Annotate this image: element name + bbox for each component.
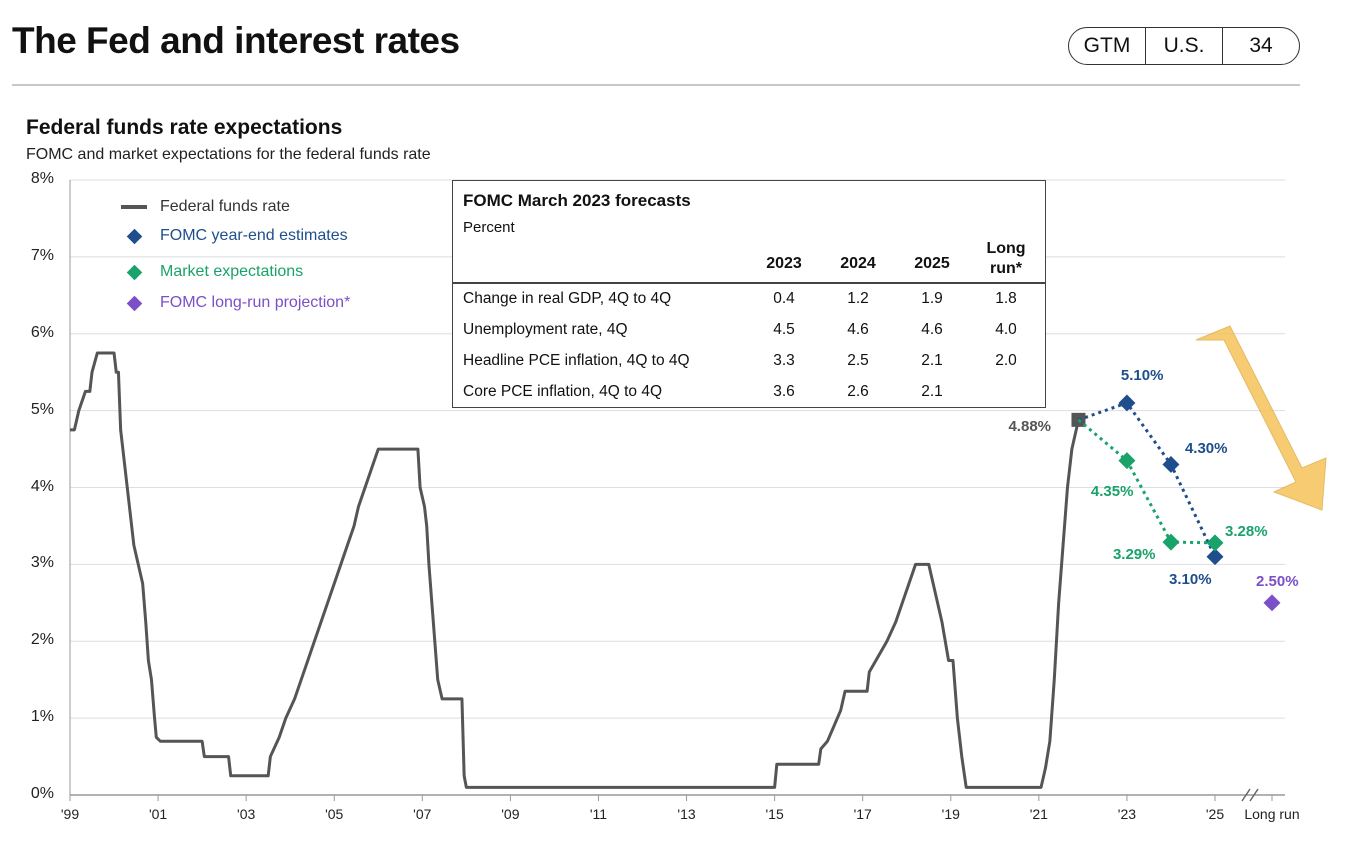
forecast-col-header: 2025 [914,255,950,272]
x-tick-label: '99 [60,806,80,822]
fomc-longrun-label: 2.50% [1256,572,1299,590]
x-tick-label: '13 [677,806,696,822]
y-tick-label: 6% [30,323,54,341]
forecast-col-header: Long run* [986,240,1026,277]
header-divider [12,84,1300,86]
y-tick-label: 1% [30,708,54,726]
forecast-table-rule [453,282,1045,284]
forecast-cell: 2.1 [921,352,943,369]
legend-label: FOMC year-end estimates [160,227,348,244]
chart-title: Federal funds rate expectations [26,116,343,139]
forecast-cell: 2.0 [995,352,1017,369]
y-tick-label: 3% [30,554,54,572]
forecast-col-header: 2024 [840,255,876,272]
fomc-projection-dotted-line [1077,401,1217,558]
legend-diamond-symbol [114,295,154,311]
forecast-cell: 4.6 [921,321,943,338]
axis-break-mark [1249,788,1259,802]
x-tick-label: '23 [1117,806,1137,822]
fomc-estimate-label: 3.10% [1169,570,1212,588]
badge-gtm: GTM [1083,34,1131,57]
forecast-cell: 3.3 [773,352,795,369]
x-tick-label: Long run [1244,806,1300,822]
forecast-col-header: 2023 [766,255,802,272]
legend-label: FOMC long-run projection* [160,294,351,311]
axis-break-mark [1241,788,1251,802]
forecast-cell: 4.6 [847,321,869,338]
forecast-table-unit: Percent [463,219,515,236]
forecast-cell: 3.6 [773,383,795,400]
x-tick-label: '03 [237,806,256,822]
y-tick-label: 8% [30,170,54,187]
x-tick-label: '25 [1205,806,1225,822]
forecast-cell: 1.8 [995,290,1017,307]
market-expectation-label: 3.28% [1225,522,1268,540]
badge-page-number: 34 [1222,28,1299,64]
market-expectation-diamond [1162,533,1180,551]
forecast-cell: 1.9 [921,290,943,307]
x-tick-label: '15 [765,806,784,822]
legend-item-longrun: FOMC long-run projection* [114,294,350,312]
legend-diamond-symbol [114,228,154,244]
legend-item-market-expectations: Market expectations [114,263,303,281]
y-tick-label: 2% [30,631,54,649]
forecast-table-title: FOMC March 2023 forecasts [463,191,691,210]
x-tick-label: '19 [941,806,960,822]
fomc-estimate-diamond [1206,548,1224,566]
legend-label: Market expectations [160,263,304,280]
y-tick-label: 7% [30,246,54,264]
x-tick-label: '09 [501,806,520,822]
forecast-row-label: Headline PCE inflation, 4Q to 4Q [463,352,690,369]
fomc-longrun-diamond [1263,594,1281,612]
market-projection-dotted-line [1077,418,1216,545]
fomc-estimate-diamond [1118,394,1136,412]
downward-arrow-icon [1195,325,1327,511]
x-tick-label: '07 [413,806,432,822]
legend-item-fed-funds: Federal funds rate [114,198,290,216]
page-badge: GTM U.S. 34 [1068,27,1300,65]
forecast-cell: 2.1 [921,383,943,400]
fomc-estimate-label: 4.30% [1184,440,1228,458]
fomc-estimate-diamond [1162,455,1180,473]
y-tick-label: 4% [30,477,54,495]
x-tick-label: '05 [325,806,344,822]
legend-item-fomc-estimates: FOMC year-end estimates [114,227,348,245]
forecast-cell: 4.0 [995,321,1017,338]
legend-label: Federal funds rate [160,198,290,215]
y-tick-label: 0% [30,785,54,802]
page-title: The Fed and interest rates [12,20,460,61]
market-expectation-diamond [1206,534,1224,552]
legend-line-symbol [114,205,154,209]
x-tick-label: '01 [148,806,168,822]
forecast-cell: 4.5 [773,321,795,338]
x-tick-label: '17 [853,806,872,822]
market-expectation-diamond [1118,452,1136,470]
forecast-table: FOMC March 2023 forecasts Percent 2023 2… [452,180,1046,408]
y-tick-label: 5% [30,400,54,418]
market-expectation-label: 3.29% [1112,546,1156,564]
legend-diamond-symbol [114,264,154,280]
fed-funds-current-label: 4.88% [1008,417,1052,435]
forecast-row-label: Core PCE inflation, 4Q to 4Q [463,383,663,400]
chart-subtitle: FOMC and market expectations for the fed… [26,146,431,163]
forecast-cell: 2.6 [847,383,869,400]
forecast-cell: 0.4 [773,290,795,307]
forecast-row-label: Change in real GDP, 4Q to 4Q [463,290,672,307]
fed-funds-rate-line [70,351,1080,789]
forecast-cell: 1.2 [847,290,869,307]
forecast-row-label: Unemployment rate, 4Q [463,321,628,338]
market-expectation-label: 4.35% [1090,482,1134,500]
fomc-estimate-label: 5.10% [1120,366,1164,384]
x-tick-label: '11 [589,806,608,822]
x-tick-label: '21 [1029,806,1048,822]
forecast-cell: 2.5 [847,352,869,369]
badge-region: U.S. [1145,28,1222,64]
